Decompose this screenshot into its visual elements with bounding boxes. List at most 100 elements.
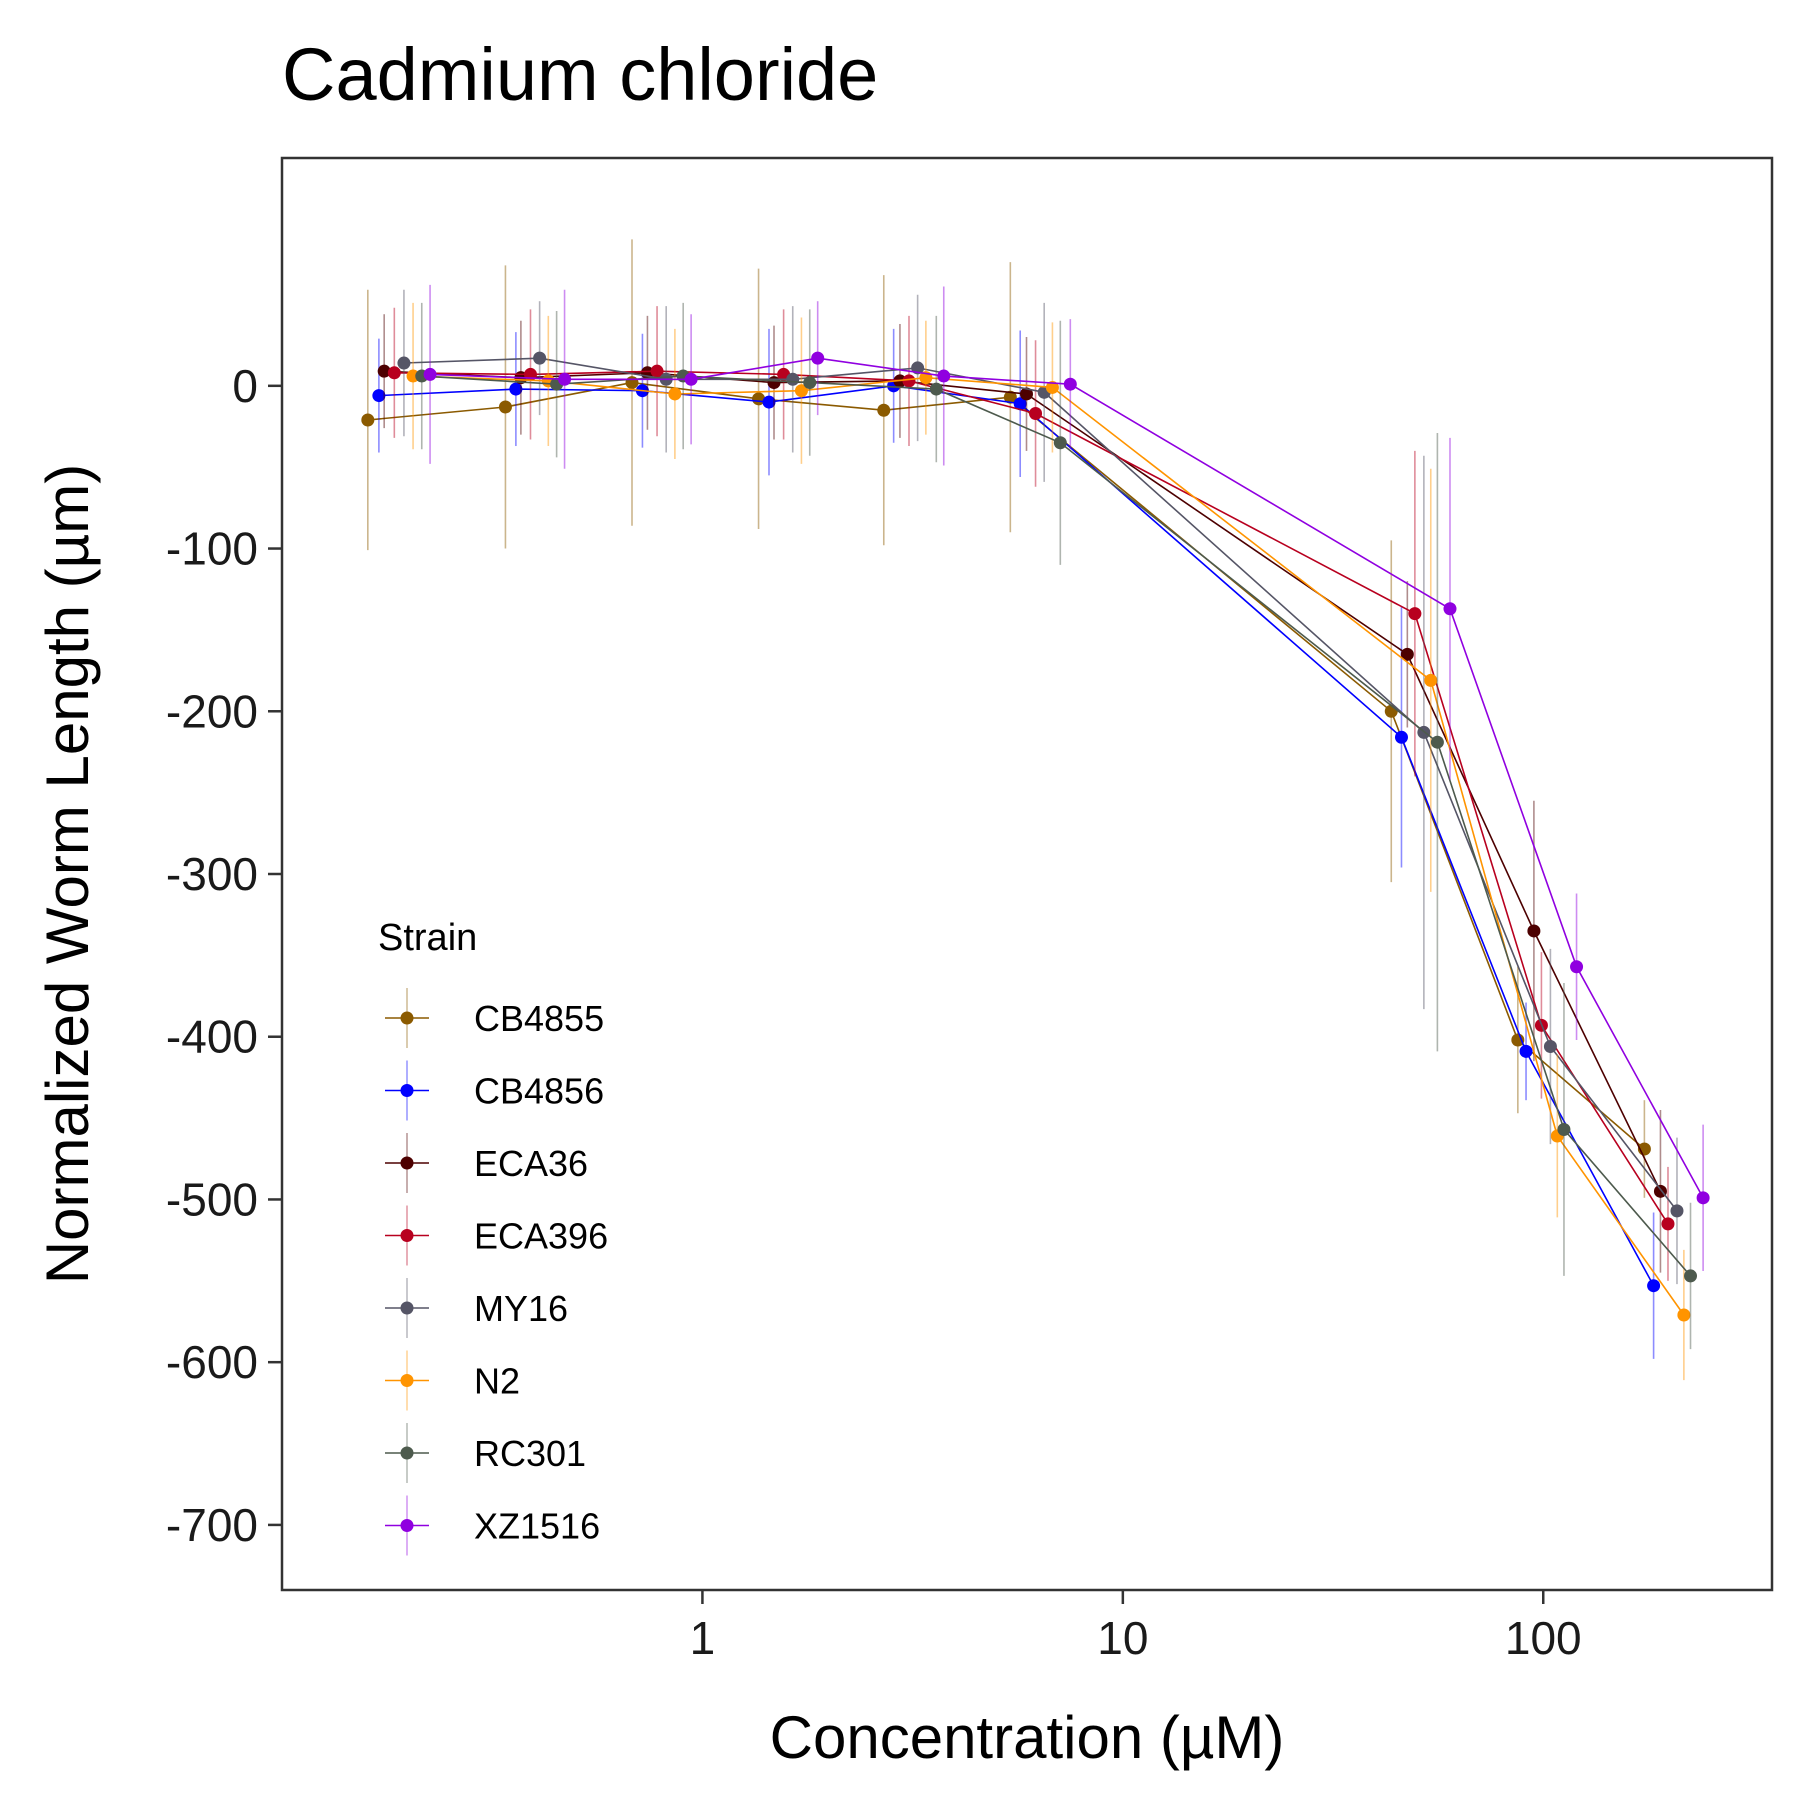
data-point-n2 bbox=[1045, 380, 1059, 394]
data-point-my16 bbox=[1543, 1039, 1557, 1053]
y-tick-label: -200 bbox=[166, 685, 258, 737]
data-point-cb4856 bbox=[372, 389, 386, 403]
legend-item-n2: N2 bbox=[385, 1350, 520, 1411]
data-point-rc301 bbox=[929, 382, 943, 396]
legend-item-eca396: ECA396 bbox=[385, 1205, 608, 1266]
data-point-my16 bbox=[1670, 1204, 1684, 1218]
data-point-eca36 bbox=[1020, 387, 1034, 401]
data-point-eca36 bbox=[1527, 924, 1541, 938]
y-axis: 0 -100 -200 -300 -400 -500 -600 -700 bbox=[166, 360, 282, 1551]
legend-item-xz1516: XZ1516 bbox=[385, 1495, 600, 1556]
data-point-xz1516 bbox=[558, 372, 572, 386]
y-tick-label: -400 bbox=[166, 1011, 258, 1063]
legend-items: CB4855 CB4856 ECA36 ECA396 MY16 N2 RC301 XZ1516 bbox=[385, 988, 608, 1556]
series-xz1516 bbox=[423, 284, 1710, 1272]
legend-key-point bbox=[400, 1519, 414, 1532]
data-point-xz1516 bbox=[684, 372, 698, 386]
data-point-rc301 bbox=[803, 376, 817, 390]
legend-key-point bbox=[400, 1084, 414, 1097]
data-point-xz1516 bbox=[1570, 960, 1584, 974]
data-point-eca396 bbox=[1408, 607, 1422, 621]
legend-label: N2 bbox=[474, 1361, 520, 1402]
data-point-xz1516 bbox=[1696, 1191, 1710, 1205]
legend-item-my16: MY16 bbox=[385, 1278, 568, 1338]
series-line-n2 bbox=[413, 375, 1685, 1316]
series-eca396 bbox=[387, 306, 1675, 1281]
legend-label: XZ1516 bbox=[474, 1506, 600, 1547]
series-line-eca36 bbox=[384, 370, 1662, 1192]
data-point-n2 bbox=[1424, 673, 1438, 687]
data-point-cb4856 bbox=[509, 382, 523, 396]
series-line-rc301 bbox=[421, 375, 1692, 1277]
legend-label: ECA396 bbox=[474, 1216, 608, 1257]
data-point-cb4855 bbox=[498, 400, 512, 414]
legend-item-cb4856: CB4856 bbox=[385, 1060, 604, 1121]
data-point-xz1516 bbox=[1063, 377, 1077, 391]
y-tick-label: -100 bbox=[166, 523, 258, 575]
y-tick-label: -300 bbox=[166, 848, 258, 900]
data-point-cb4855 bbox=[625, 376, 639, 390]
data-point-eca36 bbox=[1400, 647, 1414, 661]
y-axis-title: Normalized Worm Length (µm) bbox=[34, 464, 101, 1284]
data-point-xz1516 bbox=[811, 351, 825, 365]
data-point-cb4855 bbox=[1003, 390, 1017, 404]
x-axis-title: Concentration (µM) bbox=[770, 1704, 1285, 1771]
data-point-xz1516 bbox=[937, 369, 951, 383]
series-my16 bbox=[397, 289, 1684, 1285]
legend-key-point bbox=[400, 1446, 414, 1460]
data-point-cb4855 bbox=[1511, 1033, 1525, 1047]
data-point-cb4856 bbox=[1394, 730, 1408, 744]
series-cb4855 bbox=[361, 239, 1651, 1198]
y-tick-label: -500 bbox=[166, 1173, 258, 1225]
plot-panel bbox=[280, 156, 1774, 1592]
y-tick-label: -600 bbox=[166, 1336, 258, 1388]
series-eca36 bbox=[377, 314, 1667, 1273]
data-point-cb4856 bbox=[762, 395, 776, 409]
data-point-my16 bbox=[786, 372, 800, 386]
data-point-my16 bbox=[397, 356, 411, 370]
legend-key-point bbox=[400, 1229, 414, 1242]
data-point-cb4856 bbox=[1519, 1044, 1533, 1058]
series-line-xz1516 bbox=[430, 357, 1704, 1199]
data-point-cb4855 bbox=[361, 413, 375, 427]
legend-label: CB4856 bbox=[474, 1071, 604, 1112]
legend-item-cb4855: CB4855 bbox=[385, 988, 604, 1048]
legend-key-point bbox=[400, 1011, 414, 1025]
data-point-eca36 bbox=[377, 364, 391, 378]
data-point-n2 bbox=[668, 387, 682, 401]
data-point-rc301 bbox=[1430, 735, 1444, 749]
legend-key-point bbox=[400, 1374, 414, 1387]
data-point-eca396 bbox=[902, 374, 916, 388]
data-point-xz1516 bbox=[1443, 602, 1457, 616]
legend-item-rc301: RC301 bbox=[385, 1423, 586, 1483]
data-point-n2 bbox=[794, 384, 808, 398]
y-tick-label: 0 bbox=[232, 360, 258, 412]
x-tick-label: 100 bbox=[1505, 1612, 1582, 1664]
x-tick-label: 10 bbox=[1097, 1612, 1148, 1664]
data-point-eca396 bbox=[387, 366, 401, 380]
chart-title: Cadmium chloride bbox=[282, 33, 878, 116]
series-layer bbox=[361, 239, 1710, 1381]
legend-item-eca36: ECA36 bbox=[385, 1133, 588, 1193]
series-cb4856 bbox=[372, 328, 1661, 1359]
legend-label: MY16 bbox=[474, 1288, 568, 1329]
data-point-eca396 bbox=[1029, 406, 1043, 420]
y-tick-label: -700 bbox=[166, 1499, 258, 1551]
x-tick-label: 1 bbox=[690, 1612, 716, 1664]
data-point-rc301 bbox=[1684, 1269, 1698, 1283]
legend-label: RC301 bbox=[474, 1433, 586, 1474]
legend-label: CB4855 bbox=[474, 998, 604, 1039]
x-axis: 1 10 100 bbox=[690, 1590, 1582, 1664]
data-point-rc301 bbox=[1053, 436, 1067, 450]
legend-label: ECA36 bbox=[474, 1143, 588, 1184]
data-point-my16 bbox=[533, 351, 547, 365]
legend-key-point bbox=[400, 1301, 414, 1315]
data-point-cb4856 bbox=[1647, 1279, 1661, 1293]
data-point-n2 bbox=[1677, 1308, 1691, 1322]
legend: Strain CB4855 CB4856 ECA36 ECA396 MY16 N2 RC30… bbox=[378, 917, 608, 1556]
data-point-eca396 bbox=[1661, 1217, 1675, 1231]
series-rc301 bbox=[415, 302, 1698, 1350]
data-point-rc301 bbox=[1557, 1122, 1571, 1136]
data-point-cb4856 bbox=[1013, 397, 1027, 411]
